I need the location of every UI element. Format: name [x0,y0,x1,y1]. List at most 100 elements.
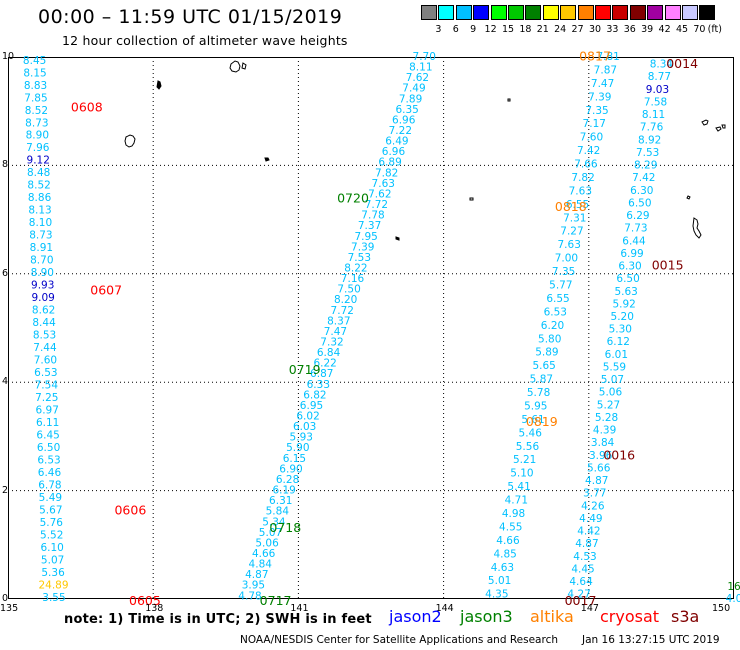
wave-height-value: 8.37 [327,315,350,327]
wave-height-value: 5.52 [40,529,63,541]
wave-height-value: 7.22 [389,125,412,137]
wave-height-value: 4.26 [581,500,605,512]
color-scale-swatch [542,5,559,20]
longitude-tick-label: 144 [435,603,454,614]
wave-height-value: 7.47 [324,326,347,338]
wave-height-value: 7.63 [558,239,581,251]
wave-height-value: 7.53 [348,252,371,264]
pass-time-label: 0017 [565,593,597,608]
color-scale-swatch [508,5,524,20]
color-scale-label: 6 [452,24,459,35]
island-outlines [124,60,726,241]
wave-height-value: 8.13 [28,205,51,217]
wave-height-value: 7.72 [365,199,388,211]
wave-height-value: 24.89 [38,579,68,591]
color-scale-swatch [682,5,698,20]
pass-time-label: 0819 [526,414,558,429]
wave-height-value: 6.44 [622,235,646,247]
island-outline [692,217,702,239]
wave-height-value: 4.87 [585,475,608,487]
legend-item-cryosat: cryosat [600,607,660,626]
pass-time-label: 0606 [114,503,146,518]
wave-height-value: 5.06 [255,537,279,549]
wave-height-value: 9.93 [31,280,54,292]
island-outline [701,119,726,132]
wave-height-value: 7.60 [34,355,57,367]
color-scale-unit: (ft) [707,24,722,35]
wave-height-value: 8.90 [31,267,54,279]
color-scale-label: 9 [470,24,477,35]
wave-height-value: 6.12 [607,336,630,348]
wave-height-value: 5.77 [549,280,572,292]
wave-height-value: 6.19 [272,485,295,497]
wave-height-value: 4.55 [499,521,522,533]
wave-height-value: 4.63 [491,562,514,574]
wave-height-value: 7.47 [591,78,614,90]
wave-height-value: 8.73 [25,117,48,129]
wave-height-value: 5.07 [41,554,64,566]
wave-height-value: 4.98 [502,508,525,520]
wave-height-value: 7.25 [35,392,58,404]
wave-height-value: 6.45 [36,430,59,442]
wave-height-value: 4.66 [496,535,520,547]
wave-height-value: 8.62 [32,305,55,317]
wave-height-value: 7.78 [361,210,384,222]
latitude-tick-label: 6 [2,267,9,279]
wave-height-value: 8.52 [27,180,50,192]
wave-height-value: 5.76 [40,517,64,529]
wave-height-value: 6.35 [395,104,418,116]
wave-height-value: 8.11 [642,109,665,121]
wave-height-value: 7.76 [640,122,664,134]
wave-height-value: 5.01 [488,575,511,587]
color-scale-swatch [455,5,472,20]
color-scale-label: 3 [435,24,442,35]
longitude-tick-label: 147 [580,603,599,614]
longitude-tick-label: 135 [0,603,19,614]
wave-height-value: 8.53 [33,330,56,342]
wave-height-value: 5.07 [259,527,282,539]
wave-height-value: 5.95 [524,400,547,412]
color-scale-swatch [647,5,664,20]
wave-height-value: 5.27 [597,399,620,411]
wave-height-value: 6.30 [618,261,641,273]
wave-height-value: 7.49 [402,83,425,95]
wave-height-value: 5.36 [41,567,65,579]
latitude-tick-label: 0 [2,593,9,604]
wave-height-value: 5.90 [286,442,309,454]
wave-height-value: 7.58 [644,96,667,108]
wave-height-value: 5.89 [535,347,558,359]
wave-height-value: 7.16 [341,273,365,285]
wave-height-value: 7.95 [354,231,377,243]
island-outline [156,80,162,90]
wave-height-value: 5.84 [266,506,290,518]
wave-height-value: 3.95 [242,580,265,592]
wave-height-value: 5.67 [39,504,62,516]
wave-height-value: 5.21 [513,454,536,466]
pass-time-label: 0608 [71,99,103,114]
pass-time-label: 0015 [652,258,684,273]
wave-height-value: 6.89 [378,157,401,169]
wave-height-value: 7.82 [571,172,594,184]
wave-height-value: 7.73 [624,223,647,235]
wave-height-value: 8.10 [29,217,52,229]
wave-height-value: 7.89 [399,93,422,105]
latitude-tick-label: 4 [2,376,9,388]
wave-height-value: 7.66 [574,159,598,171]
wave-height-value: 5.87 [530,374,553,386]
wave-height-value: 5.78 [527,387,550,399]
island-outline [124,134,136,148]
wave-height-value: 4.27 [567,589,590,601]
footer-timestamp: Jan 16 13:27:15 UTC 2019 [582,634,720,646]
wave-height-value: 8.86 [28,192,52,204]
chart-title: 00:00 – 11:59 UTC 01/15/2019 [38,6,343,28]
wave-height-value: 4.87 [245,569,268,581]
legend-item-s3a: s3a [671,607,700,626]
wave-height-value: 6.53 [37,455,60,467]
wave-height-value: 5.92 [612,298,635,310]
wave-height-value: 6.82 [303,389,326,401]
wave-height-value: 4.78 [238,590,261,602]
wave-height-value: 6.53 [544,306,567,318]
wave-height-value: 7.63 [372,178,395,190]
wave-height-value: 5.59 [603,361,626,373]
color-scale-label: 24 [554,24,567,35]
